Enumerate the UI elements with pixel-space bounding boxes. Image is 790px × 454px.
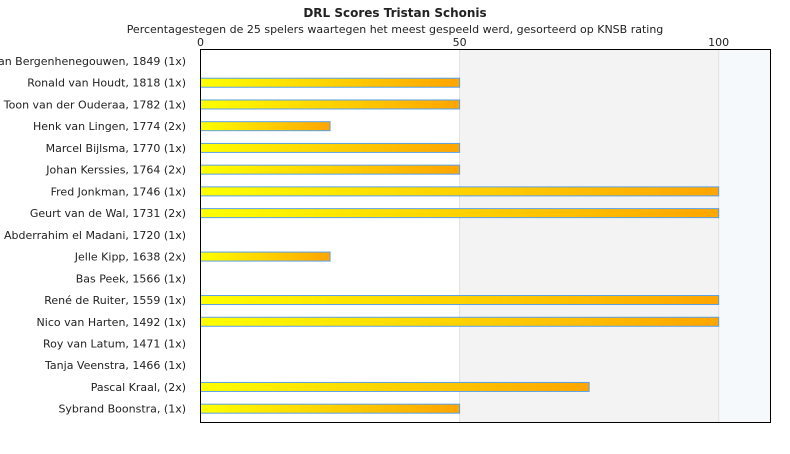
category-label: Fred Jonkman, 1746 (1x): [51, 185, 186, 198]
bar: [200, 208, 720, 219]
category-label: Tanja Veenstra, 1466 (1x): [44, 359, 186, 372]
bar: [200, 251, 331, 262]
category-label: Nico van Harten, 1492 (1x): [37, 316, 186, 329]
category-label: Abderrahim el Madani, 1720 (1x): [4, 229, 186, 242]
category-label: Roy van Latum, 1471 (1x): [43, 337, 186, 350]
category-label: Henk van Lingen, 1774 (2x): [33, 120, 186, 133]
bar: [200, 186, 720, 197]
category-label: Geurt van de Wal, 1731 (2x): [30, 207, 186, 220]
x-tick-label: 100: [708, 36, 729, 49]
bar: [200, 99, 461, 110]
category-label: Ronald van Houdt, 1818 (1x): [27, 77, 186, 90]
bar: [200, 77, 461, 88]
category-label: Jelle Kipp, 1638 (2x): [74, 251, 186, 264]
category-label: Johan Kerssies, 1764 (2x): [45, 164, 186, 177]
bar: [200, 295, 720, 306]
bar: [200, 121, 331, 132]
bar: [200, 164, 461, 175]
bar: [200, 316, 720, 327]
category-label: Sybrand Boonstra, (1x): [58, 403, 186, 416]
chart-subtitle: Percentagestegen de 25 spelers waartegen…: [127, 23, 664, 36]
bar: [200, 403, 461, 414]
category-label: van Bergenhenegouwen, 1849 (1x): [0, 55, 186, 68]
category-label: Marcel Bijlsma, 1770 (1x): [46, 142, 186, 155]
plot-border: [200, 49, 771, 423]
x-tick-label: 50: [453, 36, 467, 49]
chart-title: DRL Scores Tristan Schonis: [303, 6, 486, 20]
category-label: René de Ruiter, 1559 (1x): [44, 294, 186, 307]
category-label: Pascal Kraal, (2x): [91, 381, 186, 394]
bar: [200, 381, 590, 392]
bar: [200, 142, 461, 153]
category-label: Toon van der Ouderaa, 1782 (1x): [3, 98, 186, 111]
plot-band: [459, 49, 719, 423]
plot-band: [200, 49, 460, 423]
x-tick-label: 0: [197, 36, 204, 49]
category-label: Bas Peek, 1566 (1x): [76, 272, 186, 285]
plot-band: [718, 49, 771, 423]
